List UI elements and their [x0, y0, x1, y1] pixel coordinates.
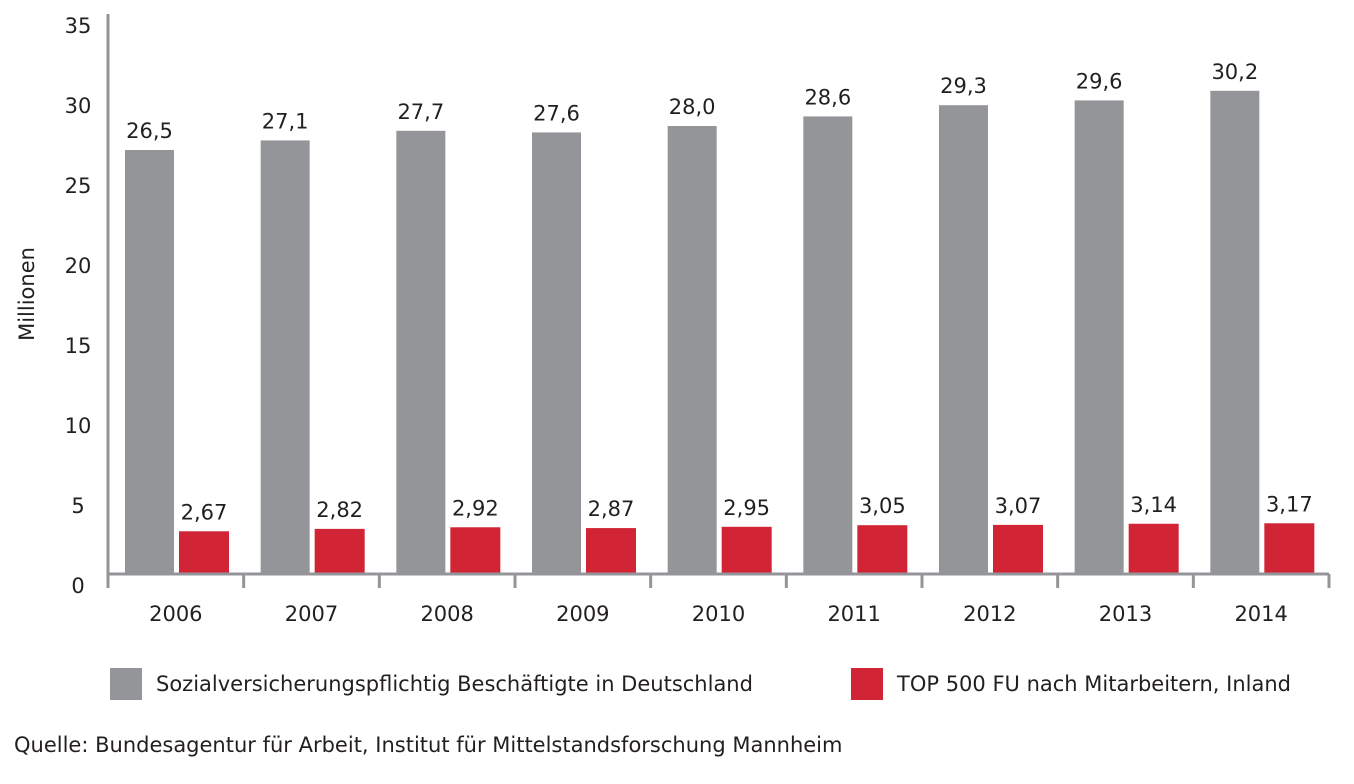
data-label: 26,5: [126, 119, 173, 143]
y-tick-label: 30: [65, 94, 92, 118]
x-tick-label: 2009: [556, 602, 609, 626]
bar-employees: [1210, 90, 1260, 573]
bar-top500: [993, 524, 1043, 573]
legend-item-top500: TOP 500 FU nach Mitarbeitern, Inland: [851, 668, 1291, 700]
x-tick-label: 2013: [1099, 602, 1152, 626]
data-label: 29,6: [1076, 69, 1123, 93]
data-label: 2,87: [588, 497, 635, 521]
bar-employees: [532, 132, 581, 573]
data-label: 3,05: [859, 494, 906, 518]
bar-employees: [260, 140, 310, 573]
bar-employees: [803, 116, 853, 573]
y-tick-label: 10: [65, 414, 92, 438]
legend-item-employees: Sozialversicherungspflichtig Beschäftigt…: [110, 668, 753, 700]
data-label: 27,7: [397, 100, 444, 124]
data-label: 27,1: [262, 109, 309, 133]
data-label: 2,67: [181, 500, 228, 524]
data-label: 30,2: [1211, 60, 1258, 84]
bar-top500: [721, 526, 772, 573]
data-label: 3,17: [1266, 492, 1313, 516]
x-tick-label: 2014: [1234, 602, 1287, 626]
x-tick-label: 2011: [827, 602, 880, 626]
data-label: 2,95: [723, 496, 770, 520]
y-tick-label: 0: [71, 574, 84, 598]
legend-swatch-gray: [110, 668, 142, 700]
bar-top500: [314, 528, 365, 573]
bar-chart: 0 5 10 15 20 25 30 35 Millionen 2006 26,5 2,67 2007 2…: [15, 14, 1331, 626]
y-tick-label: 20: [65, 254, 92, 278]
bar-top500: [857, 525, 908, 573]
y-tick-label: 35: [65, 14, 92, 38]
legend-label: Sozialversicherungspflichtig Beschäftigt…: [156, 672, 753, 696]
x-tick-label: 2007: [285, 602, 338, 626]
x-tick-label: 2006: [149, 602, 202, 626]
bar-top500: [1264, 523, 1315, 573]
data-label: 2,92: [452, 496, 499, 520]
source-note: Quelle: Bundesagentur für Arbeit, Instit…: [14, 733, 843, 757]
bar-employees: [1074, 100, 1124, 573]
bar-top500: [1128, 523, 1179, 573]
bar-employees: [667, 126, 717, 573]
data-label: 28,0: [669, 95, 716, 119]
bar-employees: [125, 150, 174, 573]
y-tick-label: 15: [65, 334, 92, 358]
bar-employees: [939, 105, 988, 573]
x-tick-label: 2008: [420, 602, 473, 626]
bar-top500: [450, 527, 501, 573]
y-axis-label: Millionen: [15, 247, 39, 341]
bar-top500: [179, 531, 229, 573]
legend-label: TOP 500 FU nach Mitarbeitern, Inland: [897, 672, 1291, 696]
data-label: 29,3: [940, 74, 987, 98]
data-label: 3,07: [995, 494, 1042, 518]
legend-swatch-red: [851, 668, 883, 700]
x-tick-label: 2012: [963, 602, 1016, 626]
data-label: 3,14: [1130, 493, 1177, 517]
y-tick-label: 25: [65, 174, 92, 198]
y-tick-label: 5: [71, 494, 84, 518]
x-tick-label: 2010: [692, 602, 745, 626]
data-label: 28,6: [804, 85, 851, 109]
data-label: 27,6: [533, 101, 580, 125]
data-label: 2,82: [316, 498, 363, 522]
bar-top500: [586, 528, 636, 573]
bar-employees: [396, 130, 446, 573]
